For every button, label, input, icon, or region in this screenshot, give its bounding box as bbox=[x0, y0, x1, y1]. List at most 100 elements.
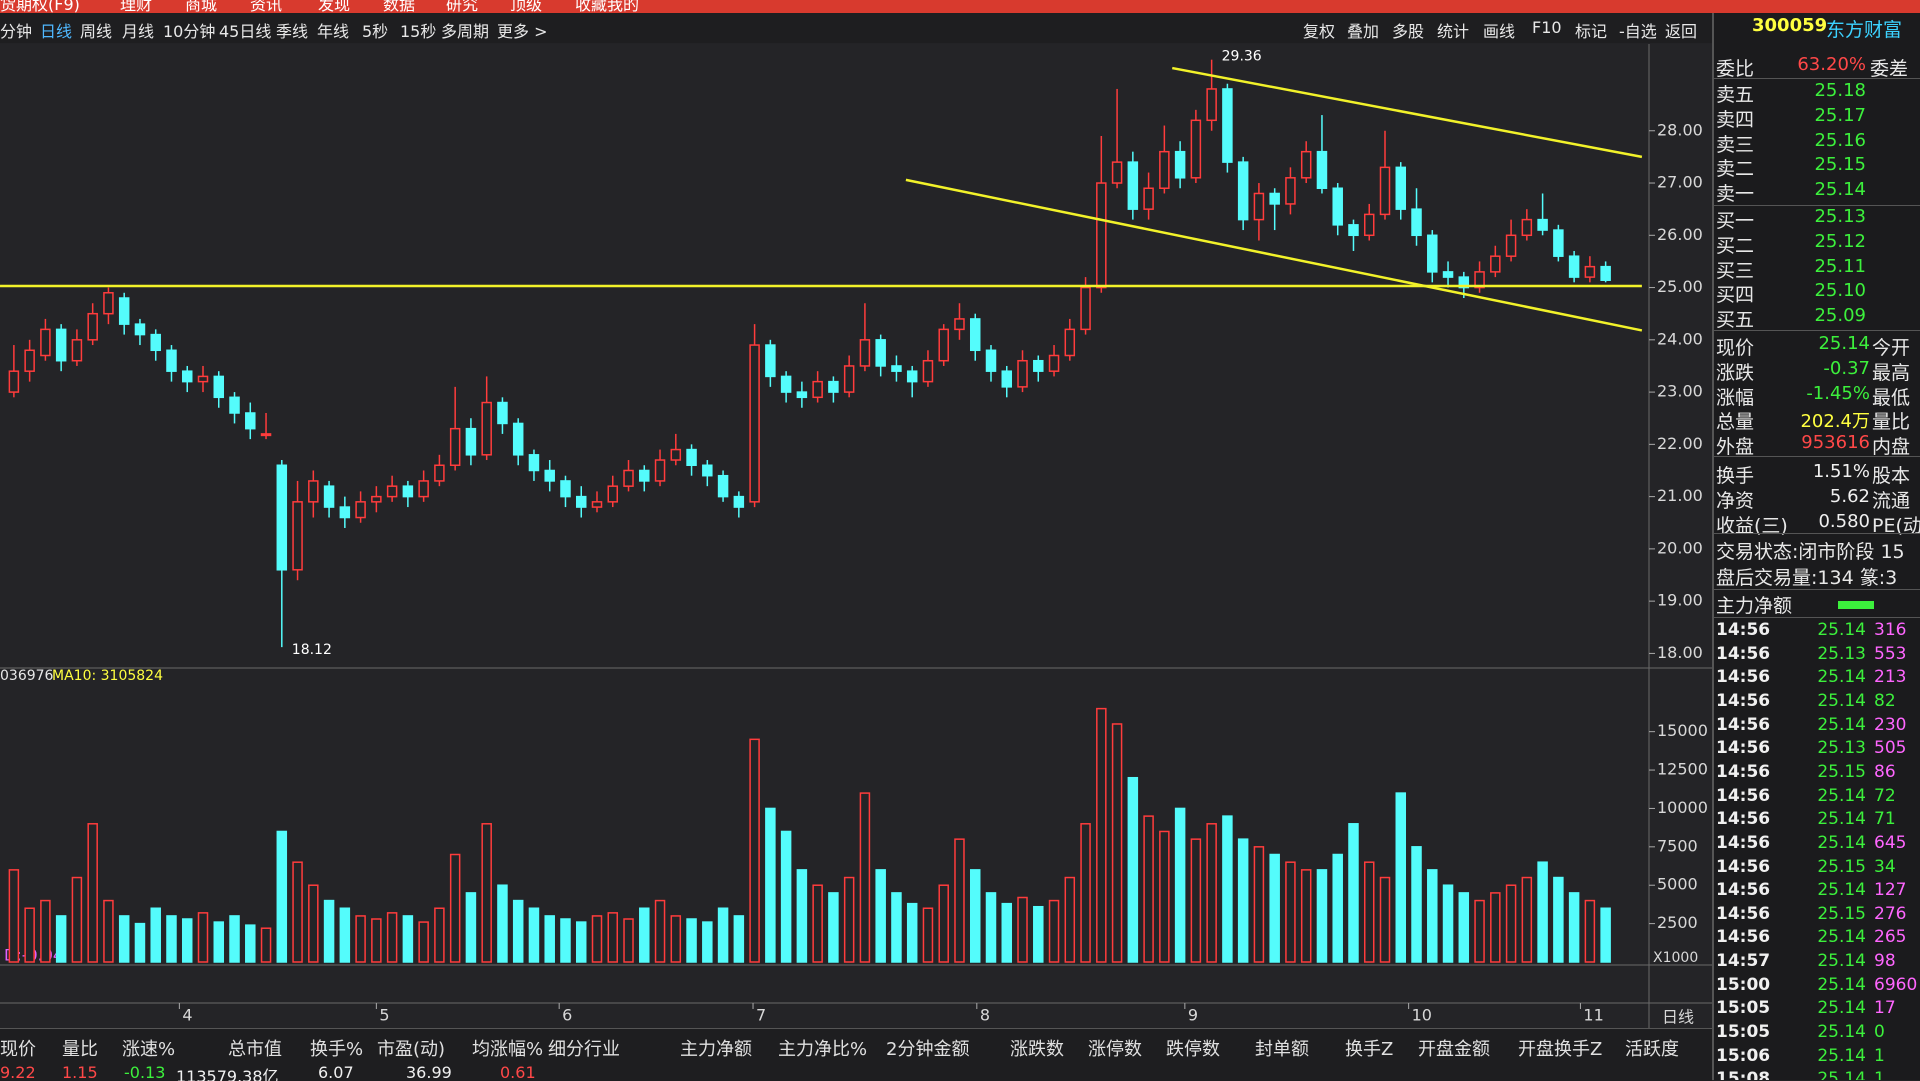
column-header[interactable]: 现价 bbox=[0, 1039, 36, 1060]
column-header[interactable]: 主力净额 bbox=[680, 1039, 752, 1060]
volume-bar bbox=[1222, 815, 1233, 963]
candle-body bbox=[875, 339, 886, 367]
period-tab[interactable]: 季线 bbox=[276, 22, 309, 41]
trade-time: 15:05 bbox=[1716, 1022, 1771, 1043]
period-tab[interactable]: 分钟 bbox=[0, 22, 33, 41]
volume-bar bbox=[843, 876, 855, 963]
candle-body bbox=[780, 375, 792, 393]
toolbar-button[interactable]: 多股 bbox=[1392, 22, 1425, 41]
column-header[interactable]: 2分钟金额 bbox=[886, 1039, 970, 1060]
column-header[interactable]: 活跃度 bbox=[1625, 1039, 1679, 1060]
period-tab[interactable]: 周线 bbox=[80, 22, 113, 41]
menu-item[interactable]: 数据 bbox=[383, 0, 416, 13]
column-header[interactable]: 涨速% bbox=[122, 1039, 176, 1060]
menu-item[interactable]: 收藏我的 bbox=[575, 0, 640, 13]
volume-bar bbox=[1316, 869, 1328, 963]
toolbar-button[interactable]: 统计 bbox=[1437, 22, 1470, 41]
candle-body bbox=[1159, 150, 1170, 190]
trade-volume: 1 bbox=[1874, 1045, 1885, 1066]
stat-label: 现价 bbox=[1716, 337, 1755, 359]
toolbar-button[interactable]: 返回 bbox=[1665, 22, 1698, 41]
toolbar-button[interactable]: 标记 bbox=[1575, 22, 1608, 41]
toolbar-button[interactable]: -自选 bbox=[1619, 22, 1657, 41]
volume-bar bbox=[1285, 861, 1296, 963]
candle-body bbox=[355, 501, 366, 519]
candle-body bbox=[118, 297, 130, 325]
column-header[interactable]: 跌停数 bbox=[1166, 1039, 1220, 1060]
menu-item[interactable]: 研究 bbox=[446, 0, 479, 13]
menu-item[interactable]: 理财 bbox=[120, 0, 153, 13]
column-header[interactable]: 量比 bbox=[62, 1039, 98, 1060]
volume-bar bbox=[1159, 830, 1170, 963]
trade-price: 25.14 bbox=[1817, 951, 1866, 972]
column-header[interactable]: 封单额 bbox=[1255, 1039, 1309, 1060]
volume-bar bbox=[418, 921, 429, 963]
candle-body bbox=[1111, 161, 1123, 184]
stat-label: 净资 bbox=[1716, 489, 1755, 512]
stat-extra: 今开 bbox=[1872, 337, 1911, 359]
trade-time: 14:56 bbox=[1716, 832, 1771, 853]
candle-body bbox=[103, 292, 114, 315]
trade-price: 25.14 bbox=[1817, 1045, 1866, 1066]
column-header[interactable]: 总市值 bbox=[228, 1039, 282, 1060]
trade-volume: 645 bbox=[1874, 832, 1907, 853]
period-tab[interactable]: 5秒 bbox=[362, 22, 389, 41]
menu-item[interactable]: 发现 bbox=[318, 0, 351, 13]
toolbar-button[interactable]: F10 bbox=[1532, 18, 1562, 37]
menu-item[interactable]: 货期权(F9) bbox=[0, 0, 80, 13]
column-header[interactable]: 换手Z bbox=[1345, 1039, 1394, 1060]
period-tab[interactable]: 年线 bbox=[317, 22, 350, 41]
column-header[interactable]: 换手% bbox=[310, 1039, 364, 1060]
period-tab[interactable]: 15秒 bbox=[400, 22, 437, 41]
trade-time: 14:56 bbox=[1716, 880, 1771, 901]
column-header[interactable]: 市盈(动) bbox=[377, 1039, 446, 1060]
menu-item[interactable]: 资讯 bbox=[250, 0, 283, 13]
candle-body bbox=[686, 448, 697, 467]
x-tick-label: 10 bbox=[1412, 1006, 1432, 1025]
toolbar-button[interactable]: 复权 bbox=[1303, 22, 1336, 41]
volume-bar bbox=[812, 884, 823, 963]
volume-bar bbox=[1490, 892, 1501, 963]
volume-bar bbox=[1537, 861, 1548, 963]
menu-item[interactable]: 顶级 bbox=[510, 0, 543, 13]
trade-time: 14:56 bbox=[1716, 620, 1771, 640]
candle-body bbox=[843, 365, 855, 393]
volume-bar bbox=[386, 912, 398, 963]
volume-bar bbox=[1584, 899, 1596, 963]
column-header[interactable]: 开盘换手Z bbox=[1518, 1039, 1603, 1060]
trade-time: 14:57 bbox=[1716, 951, 1771, 972]
period-tab[interactable]: 10分钟 bbox=[163, 22, 216, 41]
period-tab[interactable]: 日线 bbox=[40, 22, 73, 41]
volume-bar bbox=[1553, 876, 1564, 963]
column-header[interactable]: 涨停数 bbox=[1088, 1039, 1142, 1060]
column-header[interactable]: 细分行业 bbox=[548, 1039, 620, 1060]
period-tab[interactable]: 更多 > bbox=[497, 22, 548, 41]
separator bbox=[1714, 205, 1920, 206]
order-level-price: 25.18 bbox=[1814, 80, 1866, 101]
candle-body bbox=[55, 328, 67, 362]
trade-time: 14:56 bbox=[1716, 690, 1771, 711]
menu-item[interactable]: 商城 bbox=[185, 0, 218, 13]
column-header[interactable]: 主力净比% bbox=[778, 1039, 868, 1060]
max-price-label: 29.36 bbox=[1222, 49, 1262, 65]
volume-bar bbox=[150, 907, 161, 963]
toolbar-button[interactable]: 叠加 bbox=[1347, 22, 1380, 41]
candle-body bbox=[828, 380, 839, 393]
candle-body bbox=[654, 459, 666, 482]
volume-bar bbox=[875, 869, 886, 963]
toolbar-button[interactable]: 画线 bbox=[1483, 22, 1516, 41]
candle-body bbox=[87, 312, 98, 341]
period-tab[interactable]: 多周期 bbox=[441, 22, 490, 41]
y-tick-label: 18.00 bbox=[1657, 643, 1703, 662]
x-tick-label: 7 bbox=[756, 1006, 766, 1025]
stat-extra: 量比 bbox=[1872, 411, 1911, 434]
column-header[interactable]: 开盘金额 bbox=[1418, 1039, 1490, 1060]
trade-volume: 82 bbox=[1874, 690, 1896, 711]
period-tab[interactable]: 45日线 bbox=[219, 22, 272, 41]
stat-extra: 股本 bbox=[1872, 465, 1911, 487]
column-header[interactable]: 均涨幅% bbox=[472, 1039, 544, 1060]
column-header[interactable]: 涨跌数 bbox=[1010, 1039, 1064, 1060]
period-tab[interactable]: 月线 bbox=[122, 22, 155, 41]
order-level-price: 25.15 bbox=[1814, 154, 1866, 176]
trade-price: 25.14 bbox=[1817, 690, 1866, 711]
